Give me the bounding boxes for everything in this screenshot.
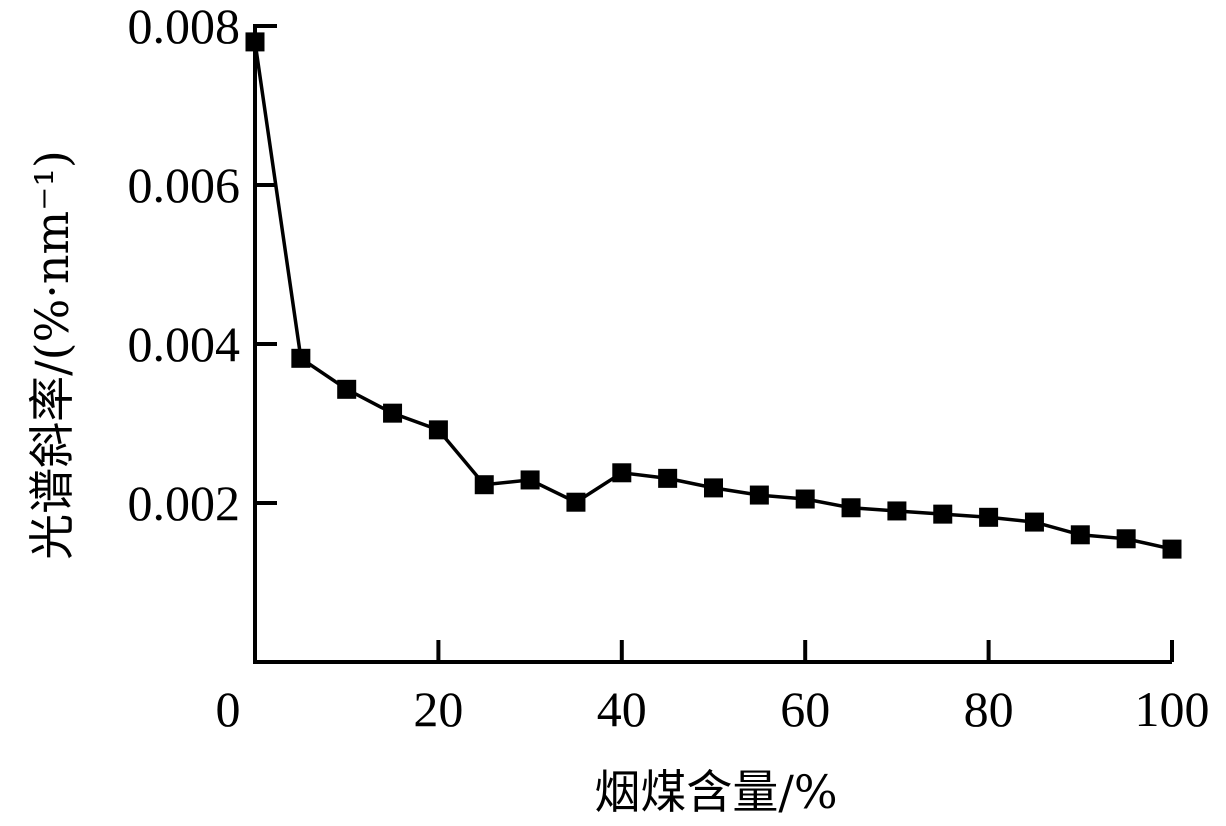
series-line	[253, 41, 1173, 551]
data-point-square-marker	[749, 485, 769, 505]
data-point-square-marker	[291, 348, 311, 368]
data-point-square-marker	[245, 32, 265, 52]
data-point-square-marker	[933, 504, 953, 524]
data-point-square-marker	[474, 475, 494, 495]
x-tick-label: 0	[216, 681, 241, 737]
x-tick-label: 20	[413, 681, 463, 737]
data-point-square-marker	[337, 379, 357, 399]
x-tick-label: 80	[964, 681, 1014, 737]
y-axis-label: 光谱斜率/(%·nm⁻¹)	[25, 150, 79, 560]
x-axis-ticks: 0 20 40 60 80 100	[216, 640, 1210, 737]
x-tick-label: 100	[1135, 681, 1210, 737]
y-axis-title: 光谱斜率/(%·nm⁻¹)	[25, 150, 79, 560]
x-axis-label: 烟煤含量/%	[594, 765, 837, 819]
data-point-square-marker	[979, 507, 999, 527]
x-tick-label: 60	[780, 681, 830, 737]
axis-frame	[253, 24, 1172, 664]
data-series	[245, 32, 1182, 559]
data-point-square-marker	[887, 501, 907, 521]
y-tick-label: 0.004	[128, 316, 241, 372]
y-axis-ticks: 0.002 0.004 0.006 0.008	[128, 0, 277, 531]
x-axis-title: 烟煤含量/%	[594, 765, 837, 819]
data-point-square-marker	[795, 489, 815, 509]
data-point-square-marker	[566, 492, 586, 512]
data-point-square-marker	[704, 478, 723, 498]
data-point-square-marker	[1024, 512, 1044, 532]
data-point-square-marker	[520, 470, 540, 490]
data-point-square-marker	[841, 498, 861, 518]
data-point-square-marker	[1116, 529, 1136, 549]
x-tick-label: 40	[597, 681, 647, 737]
y-tick-label: 0.008	[128, 0, 241, 54]
data-point-square-marker	[1070, 525, 1090, 545]
data-point-square-marker	[658, 468, 678, 488]
data-point-square-marker	[612, 463, 632, 483]
data-point-square-marker	[1162, 539, 1182, 559]
data-point-square-marker	[383, 403, 403, 423]
data-point-square-marker	[428, 420, 448, 440]
y-tick-label: 0.006	[128, 157, 241, 213]
axes	[253, 24, 1172, 664]
y-tick-label: 0.002	[128, 475, 241, 531]
